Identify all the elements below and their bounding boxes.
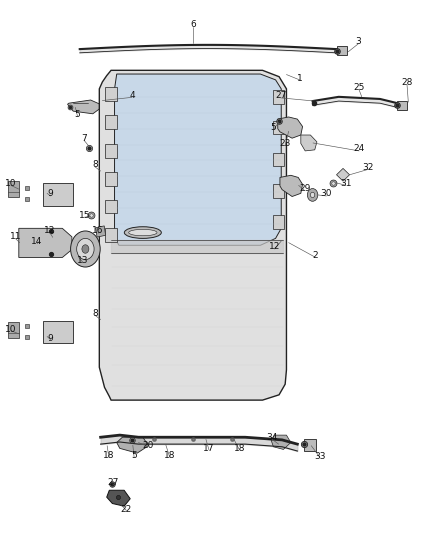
Bar — [106, 172, 117, 186]
Bar — [273, 215, 284, 229]
Circle shape — [307, 189, 318, 201]
Text: 13: 13 — [77, 256, 88, 265]
Text: 27: 27 — [275, 91, 286, 100]
Text: 9: 9 — [48, 189, 53, 198]
Text: 33: 33 — [314, 452, 326, 461]
Bar — [273, 90, 284, 104]
Ellipse shape — [129, 229, 157, 236]
Text: 1: 1 — [297, 74, 302, 83]
Bar — [8, 322, 19, 338]
Polygon shape — [19, 228, 72, 257]
Bar — [95, 226, 106, 237]
Text: 10: 10 — [5, 179, 17, 188]
Polygon shape — [43, 183, 73, 206]
Polygon shape — [117, 437, 148, 453]
Circle shape — [77, 238, 94, 260]
Text: 14: 14 — [32, 237, 43, 246]
Polygon shape — [280, 175, 303, 197]
Text: 12: 12 — [44, 227, 56, 236]
Polygon shape — [336, 168, 350, 181]
Text: 22: 22 — [121, 505, 132, 514]
Text: 10: 10 — [5, 325, 17, 334]
Polygon shape — [43, 320, 73, 343]
Text: 8: 8 — [92, 309, 98, 318]
Text: 7: 7 — [81, 134, 87, 143]
Text: 25: 25 — [353, 83, 365, 92]
Text: 6: 6 — [190, 20, 196, 29]
Bar — [106, 144, 117, 158]
Circle shape — [82, 245, 89, 253]
Polygon shape — [115, 74, 281, 245]
Bar — [396, 101, 407, 110]
Bar — [273, 184, 284, 198]
Text: 18: 18 — [164, 451, 176, 461]
Text: 23: 23 — [279, 139, 291, 148]
Text: 8: 8 — [92, 160, 98, 169]
Text: 34: 34 — [266, 433, 278, 442]
Text: 5: 5 — [271, 123, 276, 132]
Bar — [106, 115, 117, 128]
Bar — [106, 87, 117, 101]
Bar — [273, 120, 284, 134]
Text: 20: 20 — [142, 441, 154, 450]
Text: 30: 30 — [321, 189, 332, 198]
Text: 12: 12 — [269, 243, 280, 252]
Text: 18: 18 — [103, 451, 115, 461]
Polygon shape — [278, 117, 303, 138]
Bar — [106, 228, 117, 241]
Text: 24: 24 — [353, 144, 365, 154]
Text: 29: 29 — [299, 184, 311, 193]
Circle shape — [71, 231, 100, 267]
Text: 18: 18 — [234, 444, 245, 453]
Text: 16: 16 — [92, 227, 104, 236]
Text: 27: 27 — [108, 478, 119, 487]
Polygon shape — [99, 70, 286, 400]
Text: 11: 11 — [10, 232, 21, 241]
Text: 28: 28 — [401, 78, 413, 87]
Text: 32: 32 — [362, 163, 374, 172]
Text: 5: 5 — [131, 451, 137, 461]
Text: 31: 31 — [340, 179, 352, 188]
Polygon shape — [107, 490, 130, 506]
Bar — [8, 181, 19, 197]
Bar — [304, 439, 316, 451]
Bar — [106, 200, 117, 214]
Text: 17: 17 — [203, 444, 215, 453]
Text: 3: 3 — [355, 37, 361, 46]
Text: 2: 2 — [312, 252, 318, 261]
Bar — [336, 46, 347, 55]
Bar — [273, 152, 284, 166]
Circle shape — [311, 192, 315, 198]
Polygon shape — [67, 100, 104, 114]
Polygon shape — [271, 435, 291, 449]
Text: 9: 9 — [48, 334, 53, 343]
Polygon shape — [301, 135, 317, 151]
Ellipse shape — [124, 227, 161, 238]
Text: 4: 4 — [129, 91, 135, 100]
Text: 15: 15 — [79, 211, 91, 220]
Text: 5: 5 — [74, 110, 81, 119]
